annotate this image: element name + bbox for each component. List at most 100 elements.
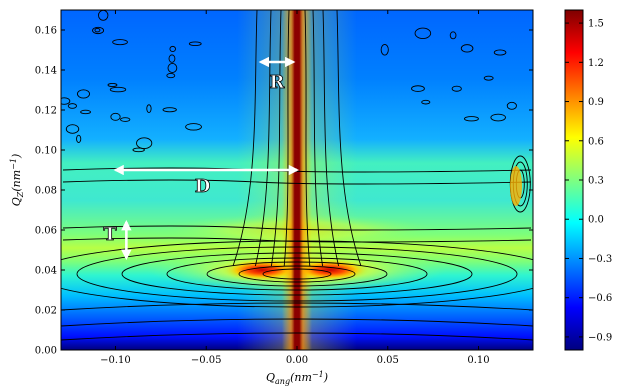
- annotations: R D T: [103, 56, 300, 261]
- contour-line: [136, 137, 153, 150]
- contour-line: [449, 31, 457, 40]
- contour-line: [120, 117, 131, 122]
- contour-line: [322, 10, 340, 267]
- y-tick-label: 0.04: [35, 266, 57, 277]
- contour-line: [107, 83, 118, 87]
- side-spot: [510, 166, 522, 206]
- colorbar-tick-label: 1.2: [588, 58, 604, 69]
- colorbar-tick-label: 0.9: [588, 97, 604, 108]
- x-label-sub: ang: [275, 377, 290, 386]
- contour-line: [188, 41, 202, 47]
- contour-line: [166, 73, 176, 79]
- heatmap-area: [61, 10, 533, 350]
- contour-line: [61, 302, 533, 311]
- contour-line: [110, 112, 121, 121]
- contour-line: [411, 85, 425, 92]
- contour-line: [206, 261, 388, 287]
- contour-line: [493, 49, 507, 56]
- y-label-close: ): [10, 154, 23, 159]
- contour-line: [421, 99, 431, 105]
- annotation-label: R: [270, 72, 286, 93]
- contour-line: [254, 10, 272, 267]
- y-tick-label: 0.10: [35, 146, 57, 157]
- colorbar-tick-label: −0.3: [588, 254, 612, 265]
- colorbar-tick-label: 0.3: [588, 176, 604, 187]
- y-axis-label: QZ(nm−1): [9, 154, 25, 207]
- contour-line: [112, 39, 128, 46]
- contour-line: [132, 147, 145, 153]
- y-tick-label: 0.06: [35, 226, 57, 237]
- contour-line: [270, 10, 282, 267]
- colorbar-tick-label: 0.6: [588, 136, 604, 147]
- y-tick-label: 0.16: [35, 26, 57, 37]
- contour-line: [336, 10, 362, 267]
- contour-line: [76, 134, 82, 143]
- y-tick-label: 0.12: [35, 106, 57, 117]
- y-label-main: Q: [10, 197, 23, 206]
- contour-line: [304, 10, 311, 267]
- y-label-open: (nm: [10, 170, 23, 192]
- colorbar-tick-label: 0.0: [588, 215, 604, 226]
- contour-line: [166, 257, 428, 291]
- contour-line: [61, 97, 71, 105]
- colorbar-tick-label: −0.6: [588, 293, 612, 304]
- contour-line: [62, 225, 532, 231]
- contour-line: [483, 75, 494, 81]
- annotation-label: D: [195, 176, 211, 197]
- x-tick-label: 0.00: [286, 355, 308, 366]
- contour-line: [262, 268, 332, 280]
- contour-line: [61, 318, 533, 327]
- x-tick-label: −0.05: [191, 355, 222, 366]
- colorbar-ticks: −0.9 −0.6 −0.3 0.0 0.3 0.6 0.9 1.2 1.5: [565, 19, 612, 343]
- y-label-sup: −1: [9, 158, 18, 170]
- contour-line: [238, 265, 356, 283]
- x-tick-label: 0.10: [467, 355, 489, 366]
- contour-line: [65, 124, 80, 134]
- contour-line: [414, 27, 432, 39]
- x-label-sup: −1: [312, 370, 324, 379]
- contour-line: [312, 10, 324, 267]
- x-tick-label: −0.10: [100, 355, 131, 366]
- contour-line: [80, 109, 91, 115]
- contour-line: [451, 85, 462, 92]
- x-label-open: (nm: [290, 371, 312, 384]
- annotation-label: T: [103, 224, 117, 245]
- contour-line: [464, 116, 479, 122]
- contour-line: [380, 43, 389, 56]
- contour-line: [460, 44, 474, 53]
- contour-line: [94, 27, 101, 33]
- contour-line: [167, 63, 178, 73]
- x-tick-label: 0.05: [377, 355, 399, 366]
- contour-lines: [61, 10, 533, 341]
- x-label-close: ): [323, 371, 328, 384]
- contour-line: [61, 332, 533, 341]
- contour-line: [185, 123, 202, 131]
- contour-line: [232, 10, 258, 267]
- y-label-sub: Z: [16, 191, 25, 198]
- contour-line: [283, 10, 290, 267]
- contour-line: [67, 103, 77, 109]
- y-axis-ticks: 0.00 0.02 0.04 0.06 0.08 0.10 0.12 0.14 0.16: [35, 26, 533, 357]
- contour-line: [76, 89, 91, 99]
- contour-line: [62, 237, 532, 243]
- contour-line: [62, 179, 532, 185]
- contour-line: [76, 246, 518, 302]
- contour-line: [121, 252, 473, 296]
- contour-line: [168, 54, 176, 63]
- contour-line: [146, 104, 152, 114]
- colorbar-tick-label: 1.5: [588, 19, 604, 30]
- x-axis-ticks: −0.10 −0.05 0.00 0.05 0.10: [100, 10, 490, 366]
- y-tick-label: 0.08: [35, 186, 57, 197]
- x-label-main: Q: [266, 371, 275, 384]
- contour-line: [109, 86, 127, 93]
- contour-line: [490, 113, 506, 122]
- contour-line: [162, 107, 177, 113]
- x-axis-label: Qang(nm−1): [266, 370, 328, 386]
- colorbar-tick-label: −0.9: [588, 332, 612, 343]
- contour-line: [169, 45, 176, 52]
- y-tick-label: 0.14: [35, 66, 57, 77]
- y-tick-label: 0.02: [35, 306, 57, 317]
- y-tick-label: 0.00: [35, 346, 57, 357]
- contour-line: [506, 101, 517, 110]
